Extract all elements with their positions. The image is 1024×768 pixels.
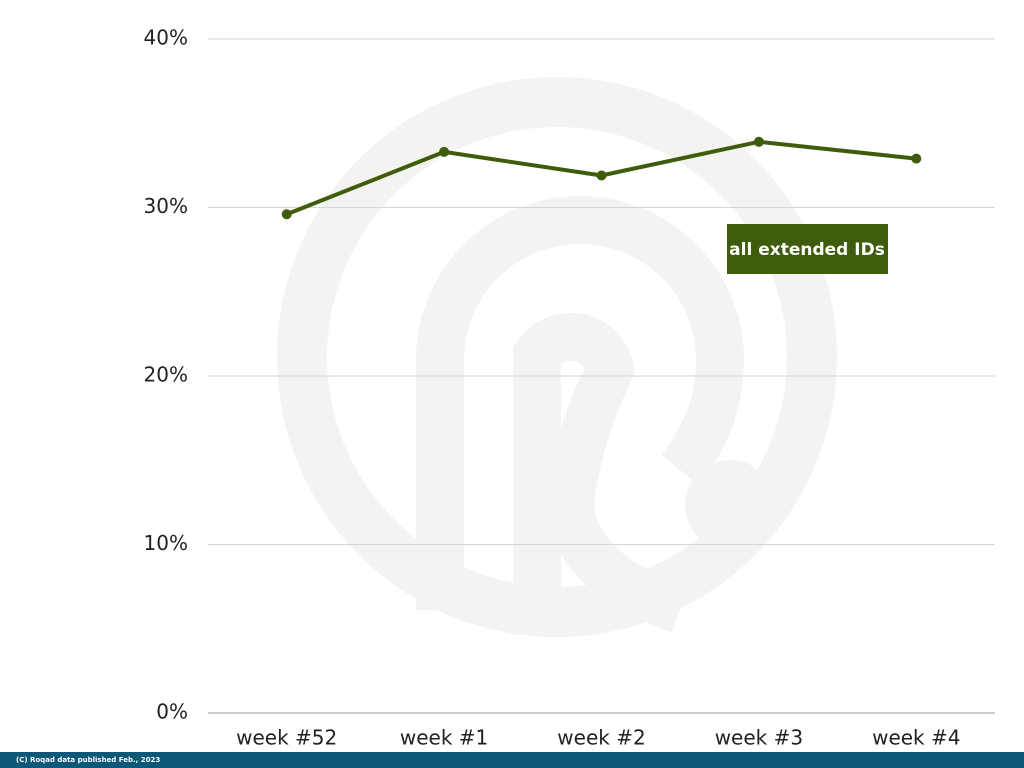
series-label: all extended IDs	[729, 240, 885, 260]
y-tick-label: 0%	[156, 700, 188, 724]
footer-bar	[0, 752, 1024, 768]
x-tick-label: week #3	[715, 726, 803, 750]
data-point	[753, 136, 764, 147]
x-tick-label: week #52	[236, 726, 337, 750]
data-point	[911, 153, 922, 164]
data-point	[281, 209, 292, 220]
footer-text: (C) Roqad data published Feb., 2023	[16, 756, 160, 764]
data-point	[596, 170, 607, 181]
y-tick-label: 10%	[144, 531, 188, 555]
y-tick-label: 20%	[144, 363, 188, 387]
y-tick-label: 30%	[144, 194, 188, 218]
x-tick-label: week #2	[557, 726, 645, 750]
x-tick-label: week #1	[400, 726, 488, 750]
data-point	[439, 146, 450, 157]
series-label-box	[727, 224, 888, 274]
x-tick-label: week #4	[872, 726, 960, 750]
watermark-logo	[277, 77, 837, 637]
y-tick-label: 40%	[144, 26, 188, 50]
